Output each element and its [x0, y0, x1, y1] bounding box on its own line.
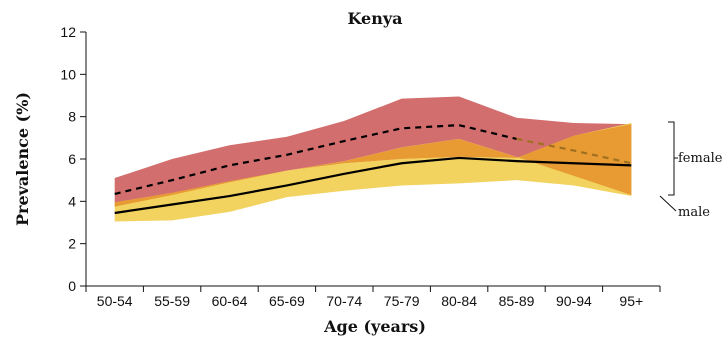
female-point-65-69 — [285, 153, 289, 157]
male-line — [114, 156, 632, 215]
x-tick-label-80-84: 80-84 — [441, 293, 477, 309]
y-tick-label: 6 — [68, 151, 76, 167]
y-tick-label: 10 — [60, 66, 76, 82]
y-tick-label: 12 — [60, 24, 76, 40]
x-tick-label-60-64: 60-64 — [212, 293, 248, 309]
female-point-55-59 — [170, 178, 174, 182]
female-point-50-54 — [113, 192, 117, 196]
x-tick-label-50-54: 50-54 — [97, 293, 133, 309]
y-ticks: 0 2 4 6 8 10 12 — [60, 24, 86, 294]
male-point-80-84 — [457, 156, 461, 160]
male-point-70-74 — [342, 172, 346, 176]
x-axis-label: Age (years) — [323, 317, 426, 336]
x-tick-label-85-89: 85-89 — [499, 293, 535, 309]
x-tick-label-75-79: 75-79 — [384, 293, 420, 309]
female-line-tail — [516, 137, 632, 165]
female-point-70-74 — [342, 139, 346, 143]
x-axis: 50-54 55-59 60-64 65-69 70-74 75-79 80-84 85-89… — [85, 285, 661, 309]
y-axis: 0 2 4 6 8 10 12 — [60, 24, 87, 294]
female-point-60-64 — [228, 163, 232, 167]
lines — [114, 124, 632, 215]
female-point-80-84 — [457, 123, 461, 127]
series-annotations: female male — [659, 121, 723, 220]
female-annotation: female — [678, 151, 723, 166]
x-tick-label-65-69: 65-69 — [269, 293, 305, 309]
male-point-85-89 — [515, 159, 519, 163]
male-point-50-54 — [113, 211, 117, 215]
y-axis-label: Prevalence (%) — [13, 92, 32, 226]
female-point-90-94 — [572, 149, 576, 153]
male-point-60-64 — [228, 194, 232, 198]
female-point-85-89 — [515, 137, 519, 141]
male-annotation: male — [678, 205, 710, 220]
male-leader — [659, 195, 677, 212]
male-point-95+ — [629, 163, 633, 167]
male-point-90-94 — [572, 161, 576, 165]
male-point-65-69 — [285, 183, 289, 187]
x-tick-label-55-59: 55-59 — [154, 293, 190, 309]
male-confidence-band — [114, 123, 632, 222]
bands — [114, 96, 632, 222]
y-tick-label: 4 — [68, 193, 76, 209]
female-bracket — [668, 121, 675, 196]
y-tick-label: 2 — [68, 236, 76, 252]
x-tick-label-95+: 95+ — [619, 293, 643, 309]
y-tick-label: 0 — [68, 278, 76, 294]
y-tick-label: 8 — [68, 109, 76, 125]
female-line — [114, 124, 517, 195]
x-tick-label-70-74: 70-74 — [326, 293, 362, 309]
male-point-55-59 — [170, 203, 174, 207]
x-ticks: 50-54 55-59 60-64 65-69 70-74 75-79 80-84 85-89… — [85, 286, 661, 309]
male-point-75-79 — [400, 161, 404, 165]
female-point-75-79 — [400, 126, 404, 130]
x-tick-label-90-94: 90-94 — [556, 293, 592, 309]
chart-title: Kenya — [347, 9, 402, 28]
